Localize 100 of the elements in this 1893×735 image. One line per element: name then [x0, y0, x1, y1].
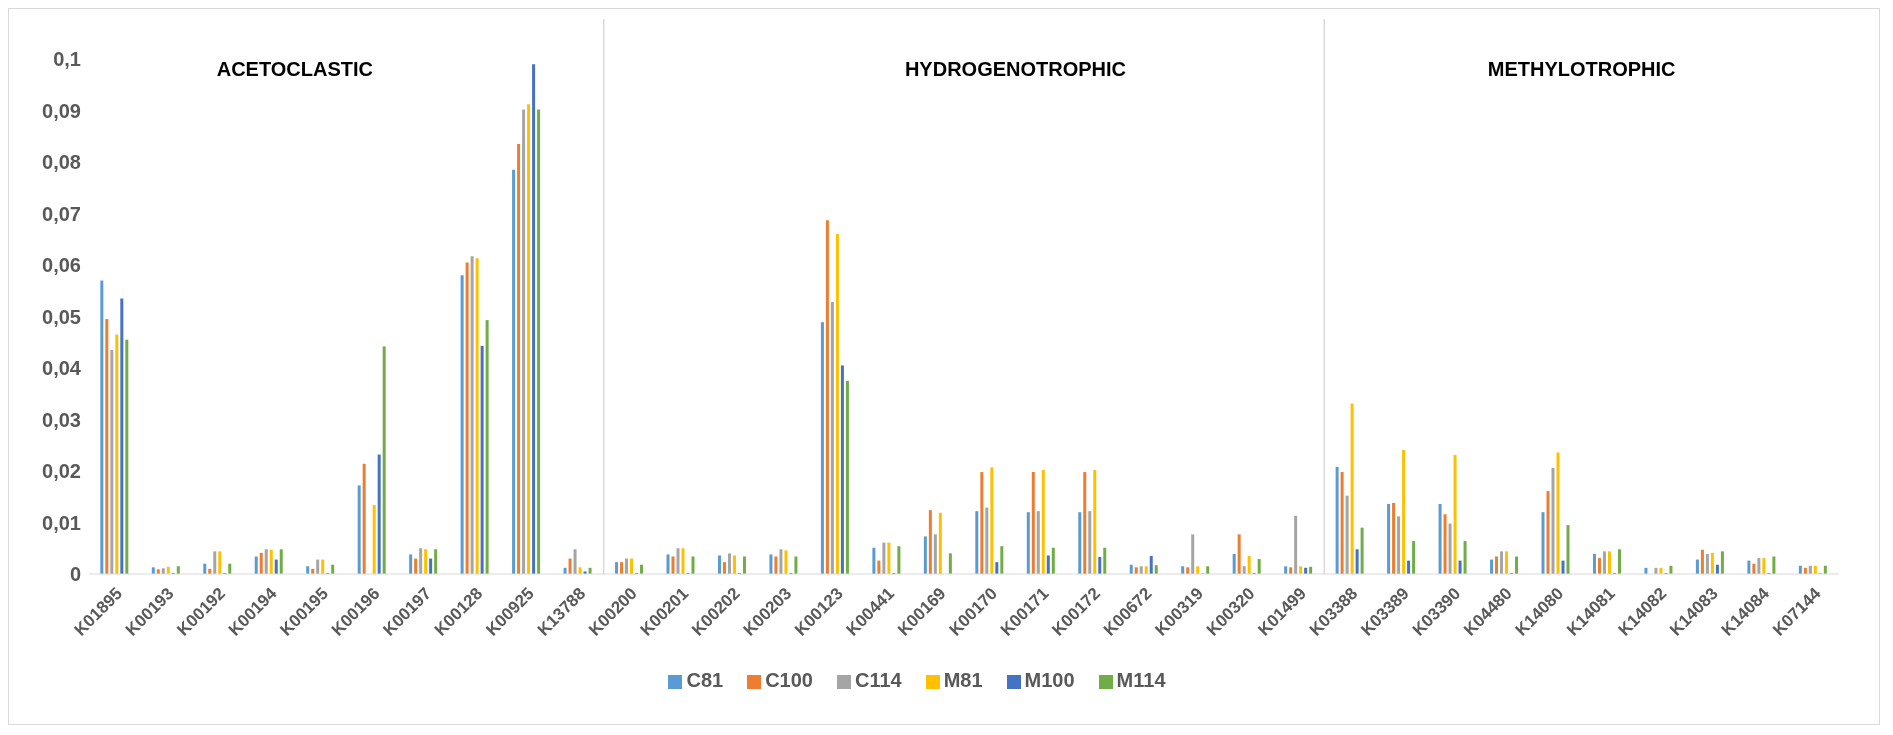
bar — [1566, 525, 1570, 574]
bar — [424, 549, 428, 574]
bar — [409, 554, 413, 574]
y-tick-label: 0,09 — [42, 99, 81, 122]
bar — [980, 472, 984, 574]
bar — [100, 280, 104, 574]
bar — [1505, 551, 1509, 574]
y-tick-label: 0,08 — [42, 151, 81, 174]
bar — [1335, 466, 1339, 574]
bar — [1453, 455, 1457, 574]
bar — [1242, 566, 1246, 574]
bar — [897, 546, 901, 574]
bar — [794, 556, 798, 574]
bar — [769, 554, 773, 574]
bar — [1402, 449, 1406, 574]
bar — [691, 556, 695, 574]
bar — [382, 346, 386, 574]
bar — [125, 339, 129, 574]
bar — [475, 258, 479, 574]
bar — [279, 549, 283, 574]
bar — [419, 548, 423, 574]
bar — [948, 553, 952, 574]
bar — [779, 549, 783, 574]
bar — [1515, 556, 1519, 574]
bar — [625, 558, 629, 574]
bar — [882, 542, 886, 574]
bar — [1463, 541, 1467, 574]
bar — [835, 234, 839, 574]
legend-label: C114 — [854, 669, 902, 691]
bar — [887, 542, 891, 574]
bar — [681, 548, 685, 574]
bar — [434, 549, 438, 574]
bar — [1093, 469, 1097, 574]
bar — [830, 302, 834, 574]
bar — [666, 554, 670, 574]
bar — [1237, 534, 1241, 574]
bar — [377, 454, 381, 574]
bar — [1026, 512, 1030, 574]
bar — [372, 504, 376, 574]
legend-label: C81 — [686, 669, 724, 691]
bar — [1720, 551, 1724, 574]
bar — [1387, 503, 1391, 574]
bar — [1495, 556, 1499, 574]
bar — [1000, 546, 1004, 574]
bar — [1134, 567, 1138, 574]
bar — [732, 555, 736, 574]
bar — [1561, 560, 1565, 574]
bar — [1355, 549, 1359, 574]
legend-label: M81 — [943, 669, 983, 691]
annotation: METHYLOTROPHIC — [1487, 58, 1676, 81]
bar — [578, 567, 582, 574]
bar — [1257, 559, 1261, 574]
bar — [820, 322, 824, 574]
legend-label: M114 — [1116, 669, 1166, 691]
y-tick-label: 0,04 — [42, 357, 82, 380]
bar — [938, 512, 942, 574]
bar — [120, 298, 124, 574]
bar — [1443, 514, 1447, 574]
bar — [975, 511, 979, 574]
bar — [1289, 567, 1293, 574]
bar — [1556, 452, 1560, 574]
bar — [573, 549, 577, 574]
y-tick-label: 0,07 — [42, 202, 81, 225]
annotation: HYDROGENOTROPHIC — [904, 58, 1127, 81]
bar — [1448, 523, 1452, 574]
bar — [264, 549, 268, 574]
bar — [429, 558, 433, 574]
bar — [537, 109, 541, 574]
bar — [1607, 551, 1611, 574]
bar — [1602, 551, 1606, 574]
bar — [512, 169, 516, 574]
bar — [1191, 534, 1195, 574]
bar — [825, 220, 829, 574]
bar — [1149, 555, 1153, 574]
bar — [1206, 566, 1210, 574]
y-tick-label: 0,02 — [42, 460, 81, 483]
bar — [110, 349, 114, 574]
legend-label: M100 — [1024, 669, 1075, 691]
bar — [414, 558, 418, 574]
bar — [460, 275, 464, 574]
bar — [105, 319, 109, 574]
bar — [1078, 512, 1082, 574]
bar — [985, 507, 989, 574]
bar — [532, 64, 536, 574]
annotation: ACETOCLASTIC — [216, 58, 374, 81]
bar — [774, 556, 778, 574]
bar — [362, 463, 366, 574]
bar — [1103, 547, 1107, 574]
bar — [620, 562, 624, 574]
y-tick-label: 0,1 — [53, 48, 81, 71]
y-tick-label: 0,03 — [42, 408, 81, 431]
bar — [517, 143, 521, 574]
bar — [1196, 566, 1200, 574]
y-tick-label: 0,05 — [42, 305, 81, 328]
bar — [784, 550, 788, 574]
bar — [527, 104, 531, 574]
bar — [1597, 558, 1601, 574]
bar — [1247, 555, 1251, 574]
y-tick-label: 0,06 — [42, 254, 81, 277]
bar — [722, 562, 726, 574]
